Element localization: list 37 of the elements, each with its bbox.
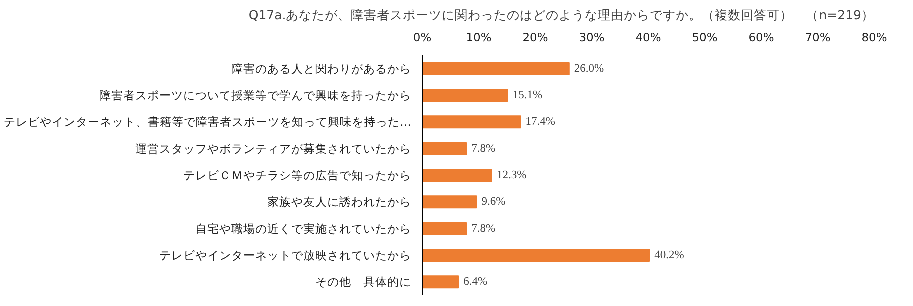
data-label: 26.0%: [574, 62, 605, 75]
chart-title: Q17a.あなたが、障害者スポーツに関わったのはどのような理由からですか。（複数回答可） （n=219）: [248, 8, 875, 22]
x-tick-label: 0%: [413, 30, 432, 44]
bar: [422, 62, 570, 76]
data-label: 6.4%: [464, 276, 488, 288]
y-tick-label: テレビやインターネットで放映されていたから: [160, 248, 412, 262]
y-tick-label: 家族や友人に誘われたから: [268, 195, 412, 210]
bar: [422, 249, 650, 262]
x-tick-label: 80%: [862, 30, 888, 44]
bar: [422, 276, 460, 289]
data-label: 7.8%: [472, 142, 496, 155]
bar: [422, 142, 468, 156]
data-label: 15.1%: [512, 90, 543, 102]
x-tick-label: 10%: [466, 30, 492, 44]
data-label: 12.3%: [496, 170, 528, 182]
data-label: 9.6%: [482, 196, 506, 208]
y-tick-label: その他 具体的に: [316, 275, 412, 290]
x-tick-label: 50%: [692, 30, 718, 44]
x-tick-label: 70%: [805, 30, 831, 44]
bar: [422, 116, 522, 129]
data-label: 17.4%: [526, 116, 556, 128]
bar: [422, 222, 468, 236]
x-tick-label: 30%: [579, 30, 605, 44]
y-tick-label: テレビやインターネット、書籍等で障害者スポーツを知って興味を持った…: [4, 115, 412, 130]
bar: [422, 196, 478, 209]
bar: [422, 169, 492, 182]
y-tick-label: テレビＣＭやチラシ等の広告で知ったから: [184, 168, 412, 182]
y-tick-label: 自宅や職場の近くで実施されていたから: [196, 222, 412, 236]
x-tick-label: 60%: [748, 30, 774, 44]
bar: [422, 89, 508, 102]
y-tick-label: 障害のある人と関わりがあるから: [232, 62, 412, 76]
data-label: 7.8%: [472, 222, 496, 235]
y-tick-label: 障害者スポーツについて授業等で学んで興味を持ったから: [100, 88, 412, 102]
data-label: 40.2%: [654, 250, 685, 262]
x-tick-label: 40%: [636, 30, 662, 44]
x-tick-label: 20%: [522, 30, 548, 44]
y-tick-label: 運営スタッフやボランティアが募集されていたから: [136, 142, 412, 156]
